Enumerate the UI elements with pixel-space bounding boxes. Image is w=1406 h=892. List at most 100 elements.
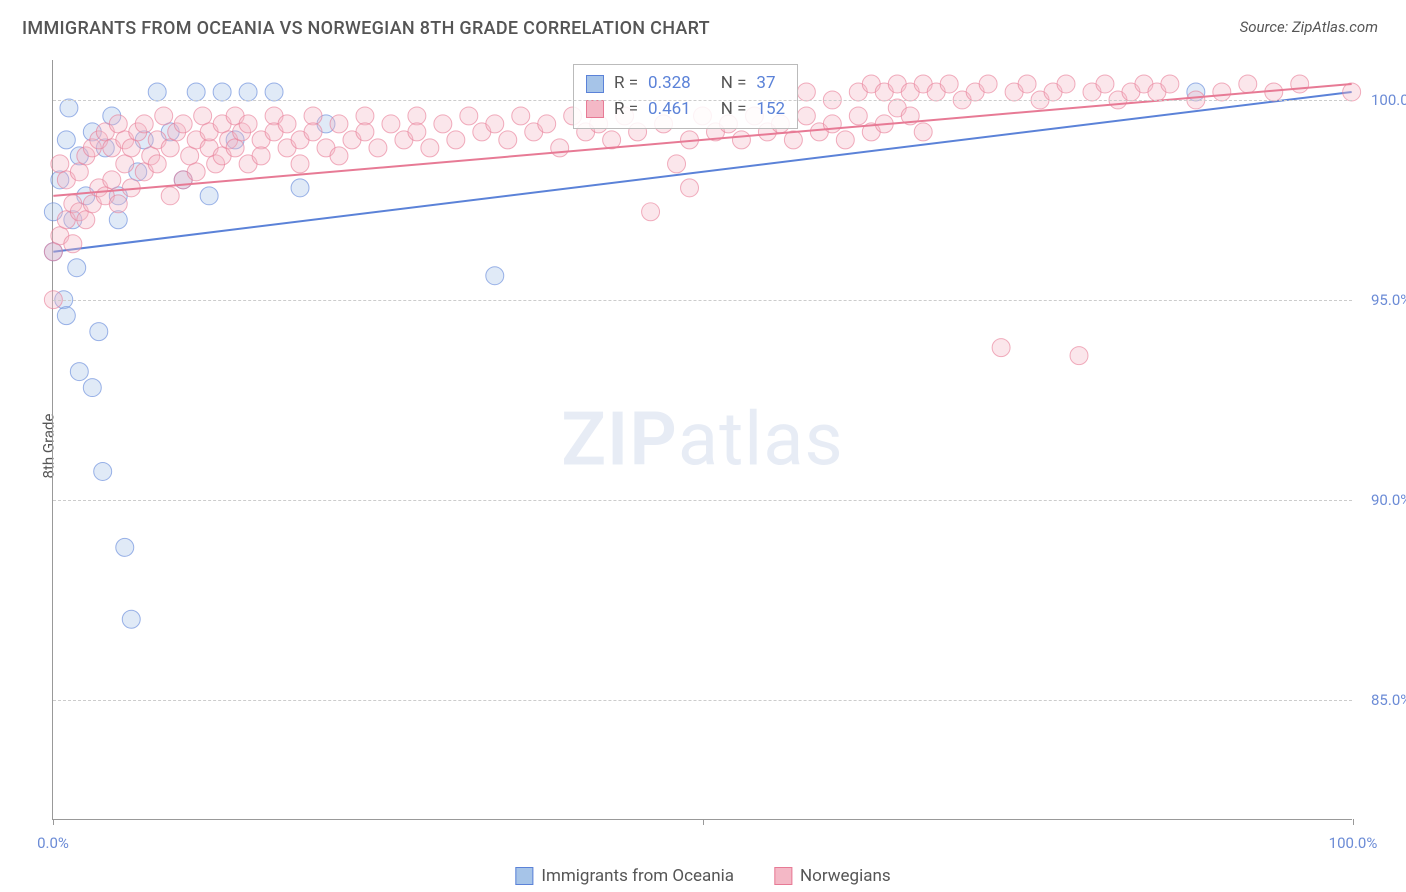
info-row: R =0.328N =37 bbox=[586, 71, 785, 97]
scatter-point bbox=[642, 203, 660, 221]
scatter-point bbox=[1070, 347, 1088, 365]
scatter-point bbox=[116, 155, 134, 173]
scatter-point bbox=[135, 115, 153, 133]
scatter-point bbox=[181, 147, 199, 165]
xtick-mark bbox=[53, 819, 54, 825]
scatter-point bbox=[161, 187, 179, 205]
ytick-label: 85.0% bbox=[1371, 691, 1406, 709]
scatter-point bbox=[304, 107, 322, 125]
legend-label: Immigrants from Oceania bbox=[541, 866, 734, 886]
scatter-point bbox=[116, 538, 134, 556]
xtick-label: 0.0% bbox=[37, 834, 69, 852]
scatter-point bbox=[732, 131, 750, 149]
series-swatch bbox=[586, 75, 604, 93]
scatter-point bbox=[551, 139, 569, 157]
scatter-point bbox=[291, 179, 309, 197]
scatter-point bbox=[681, 179, 699, 197]
ytick-label: 90.0% bbox=[1371, 491, 1406, 509]
scatter-point bbox=[408, 107, 426, 125]
xtick-mark bbox=[703, 819, 704, 825]
scatter-point bbox=[57, 131, 75, 149]
plot-area: ZIPatlas R =0.328N =37R =0.461N =152 85.… bbox=[52, 60, 1352, 820]
scatter-point bbox=[1213, 83, 1231, 101]
scatter-point bbox=[369, 139, 387, 157]
scatter-point bbox=[77, 211, 95, 229]
chart-source: Source: ZipAtlas.com bbox=[1240, 18, 1378, 36]
scatter-point bbox=[979, 75, 997, 93]
legend-item: Norwegians bbox=[774, 866, 891, 886]
scatter-point bbox=[70, 363, 88, 381]
r-label: R = bbox=[614, 71, 638, 97]
scatter-point bbox=[1057, 75, 1075, 93]
scatter-point bbox=[122, 139, 140, 157]
scatter-point bbox=[797, 107, 815, 125]
scatter-point bbox=[538, 115, 556, 133]
scatter-point bbox=[109, 115, 127, 133]
scatter-point bbox=[291, 155, 309, 173]
scatter-point bbox=[44, 243, 62, 261]
scatter-point bbox=[51, 155, 69, 173]
scatter-point bbox=[70, 163, 88, 181]
scatter-point bbox=[239, 83, 257, 101]
scatter-point bbox=[187, 83, 205, 101]
scatter-point bbox=[499, 131, 517, 149]
scatter-point bbox=[992, 339, 1010, 357]
grid-line-h bbox=[53, 500, 1352, 501]
scatter-point bbox=[200, 187, 218, 205]
scatter-point bbox=[408, 123, 426, 141]
scatter-point bbox=[447, 131, 465, 149]
scatter-point bbox=[278, 115, 296, 133]
scatter-point bbox=[486, 115, 504, 133]
scatter-point bbox=[161, 139, 179, 157]
scatter-point bbox=[304, 123, 322, 141]
scatter-point bbox=[239, 115, 257, 133]
grid-line-h bbox=[53, 700, 1352, 701]
scatter-point bbox=[90, 323, 108, 341]
scatter-point bbox=[155, 107, 173, 125]
scatter-point bbox=[174, 115, 192, 133]
xtick-mark bbox=[1353, 819, 1354, 825]
scatter-point bbox=[356, 123, 374, 141]
scatter-point bbox=[57, 307, 75, 325]
grid-line-h bbox=[53, 100, 1352, 101]
scatter-point bbox=[330, 147, 348, 165]
scatter-point bbox=[668, 155, 686, 173]
chart-header: IMMIGRANTS FROM OCEANIA VS NORWEGIAN 8TH… bbox=[0, 0, 1406, 47]
correlation-info-box: R =0.328N =37R =0.461N =152 bbox=[573, 64, 798, 129]
scatter-point bbox=[60, 99, 78, 117]
scatter-point bbox=[1018, 75, 1036, 93]
ytick-label: 100.0% bbox=[1371, 91, 1406, 109]
ytick-label: 95.0% bbox=[1371, 291, 1406, 309]
scatter-point bbox=[797, 83, 815, 101]
scatter-point bbox=[187, 163, 205, 181]
scatter-point bbox=[94, 462, 112, 480]
scatter-point bbox=[849, 107, 867, 125]
grid-line-h bbox=[53, 300, 1352, 301]
scatter-point bbox=[486, 267, 504, 285]
scatter-point bbox=[83, 379, 101, 397]
scatter-point bbox=[836, 131, 854, 149]
scatter-point bbox=[434, 115, 452, 133]
scatter-point bbox=[109, 195, 127, 213]
scatter-point bbox=[148, 83, 166, 101]
scatter-point bbox=[226, 139, 244, 157]
legend-item: Immigrants from Oceania bbox=[515, 866, 734, 886]
scatter-point bbox=[64, 235, 82, 253]
scatter-point bbox=[148, 155, 166, 173]
n-value: 37 bbox=[756, 71, 775, 97]
scatter-point bbox=[382, 115, 400, 133]
scatter-point bbox=[1291, 75, 1309, 93]
r-value: 0.328 bbox=[648, 71, 691, 97]
series-swatch bbox=[586, 100, 604, 118]
scatter-point bbox=[103, 171, 121, 189]
scatter-point bbox=[252, 147, 270, 165]
scatter-point bbox=[512, 107, 530, 125]
scatter-point bbox=[1096, 75, 1114, 93]
scatter-point bbox=[940, 75, 958, 93]
legend-swatch bbox=[774, 867, 792, 885]
scatter-point bbox=[356, 107, 374, 125]
scatter-point bbox=[194, 107, 212, 125]
scatter-point bbox=[213, 83, 231, 101]
scatter-point bbox=[330, 115, 348, 133]
scatter-point bbox=[109, 211, 127, 229]
